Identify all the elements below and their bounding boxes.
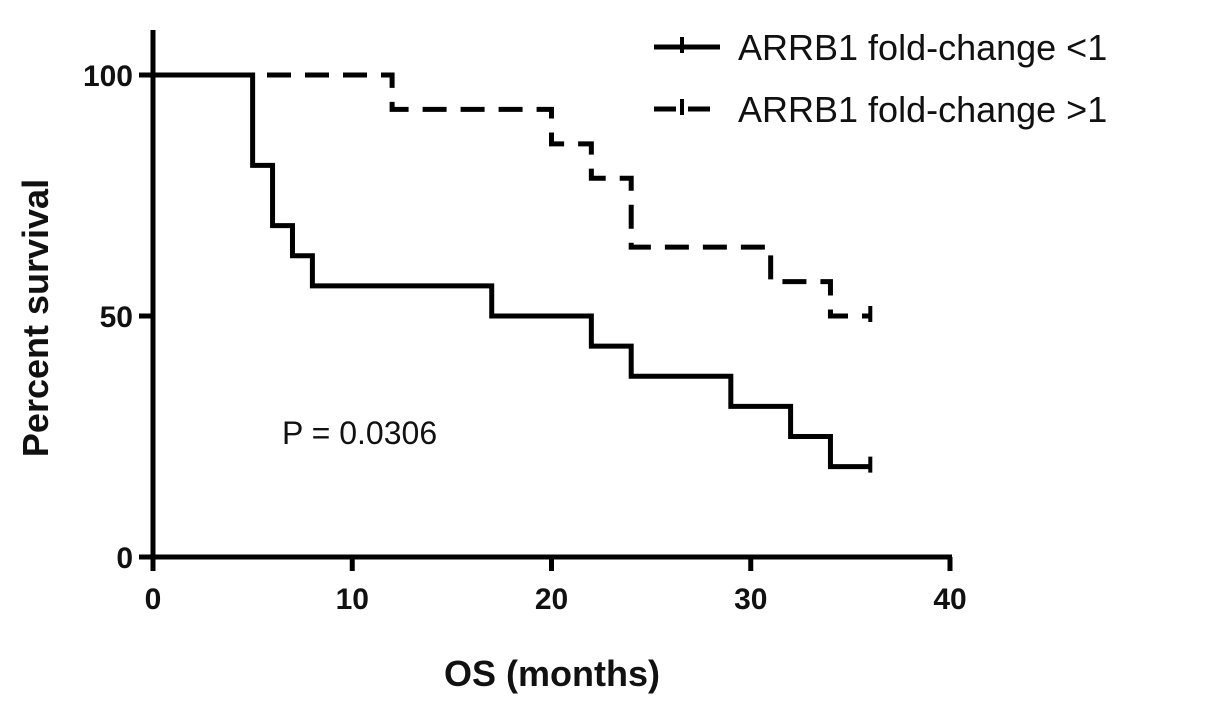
legend-entry: ARRB1 fold-change >1 bbox=[654, 89, 1107, 130]
survival-curve-2 bbox=[153, 72, 871, 319]
series-layer bbox=[153, 72, 873, 473]
legend-entry: ARRB1 fold-change <1 bbox=[654, 27, 1107, 68]
y-tick-label: 50 bbox=[100, 301, 133, 334]
x-tick-label: 0 bbox=[145, 583, 162, 616]
x-tick-label: 10 bbox=[336, 583, 369, 616]
y-axis-title: Percent survival bbox=[15, 179, 56, 457]
legend-label: ARRB1 fold-change <1 bbox=[738, 27, 1107, 68]
x-tick-label: 40 bbox=[933, 583, 966, 616]
y-ticks: 0 50 100 bbox=[83, 60, 153, 575]
x-tick-label: 30 bbox=[734, 583, 767, 616]
legend: ARRB1 fold-change <1 ARRB1 fold-change >1 bbox=[654, 27, 1107, 130]
x-tick-label: 20 bbox=[535, 583, 568, 616]
x-ticks: 0 10 20 30 40 bbox=[145, 557, 967, 616]
x-axis-title: OS (months) bbox=[444, 653, 660, 694]
survival-curve-1 bbox=[153, 72, 871, 470]
y-tick-label: 0 bbox=[116, 542, 133, 575]
legend-label: ARRB1 fold-change >1 bbox=[738, 89, 1107, 130]
p-value-annotation: P = 0.0306 bbox=[282, 415, 437, 451]
y-tick-label: 100 bbox=[83, 60, 133, 93]
